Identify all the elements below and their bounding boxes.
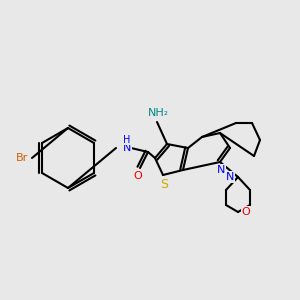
Text: O: O [242,207,250,217]
Text: N: N [217,165,225,175]
Text: Br: Br [16,153,28,163]
Text: O: O [134,171,142,181]
Text: N: N [123,143,131,153]
Text: NH: NH [148,108,164,118]
Text: S: S [160,178,168,190]
Text: H: H [123,135,131,145]
Text: N: N [226,172,234,182]
Text: ₂: ₂ [164,107,168,117]
